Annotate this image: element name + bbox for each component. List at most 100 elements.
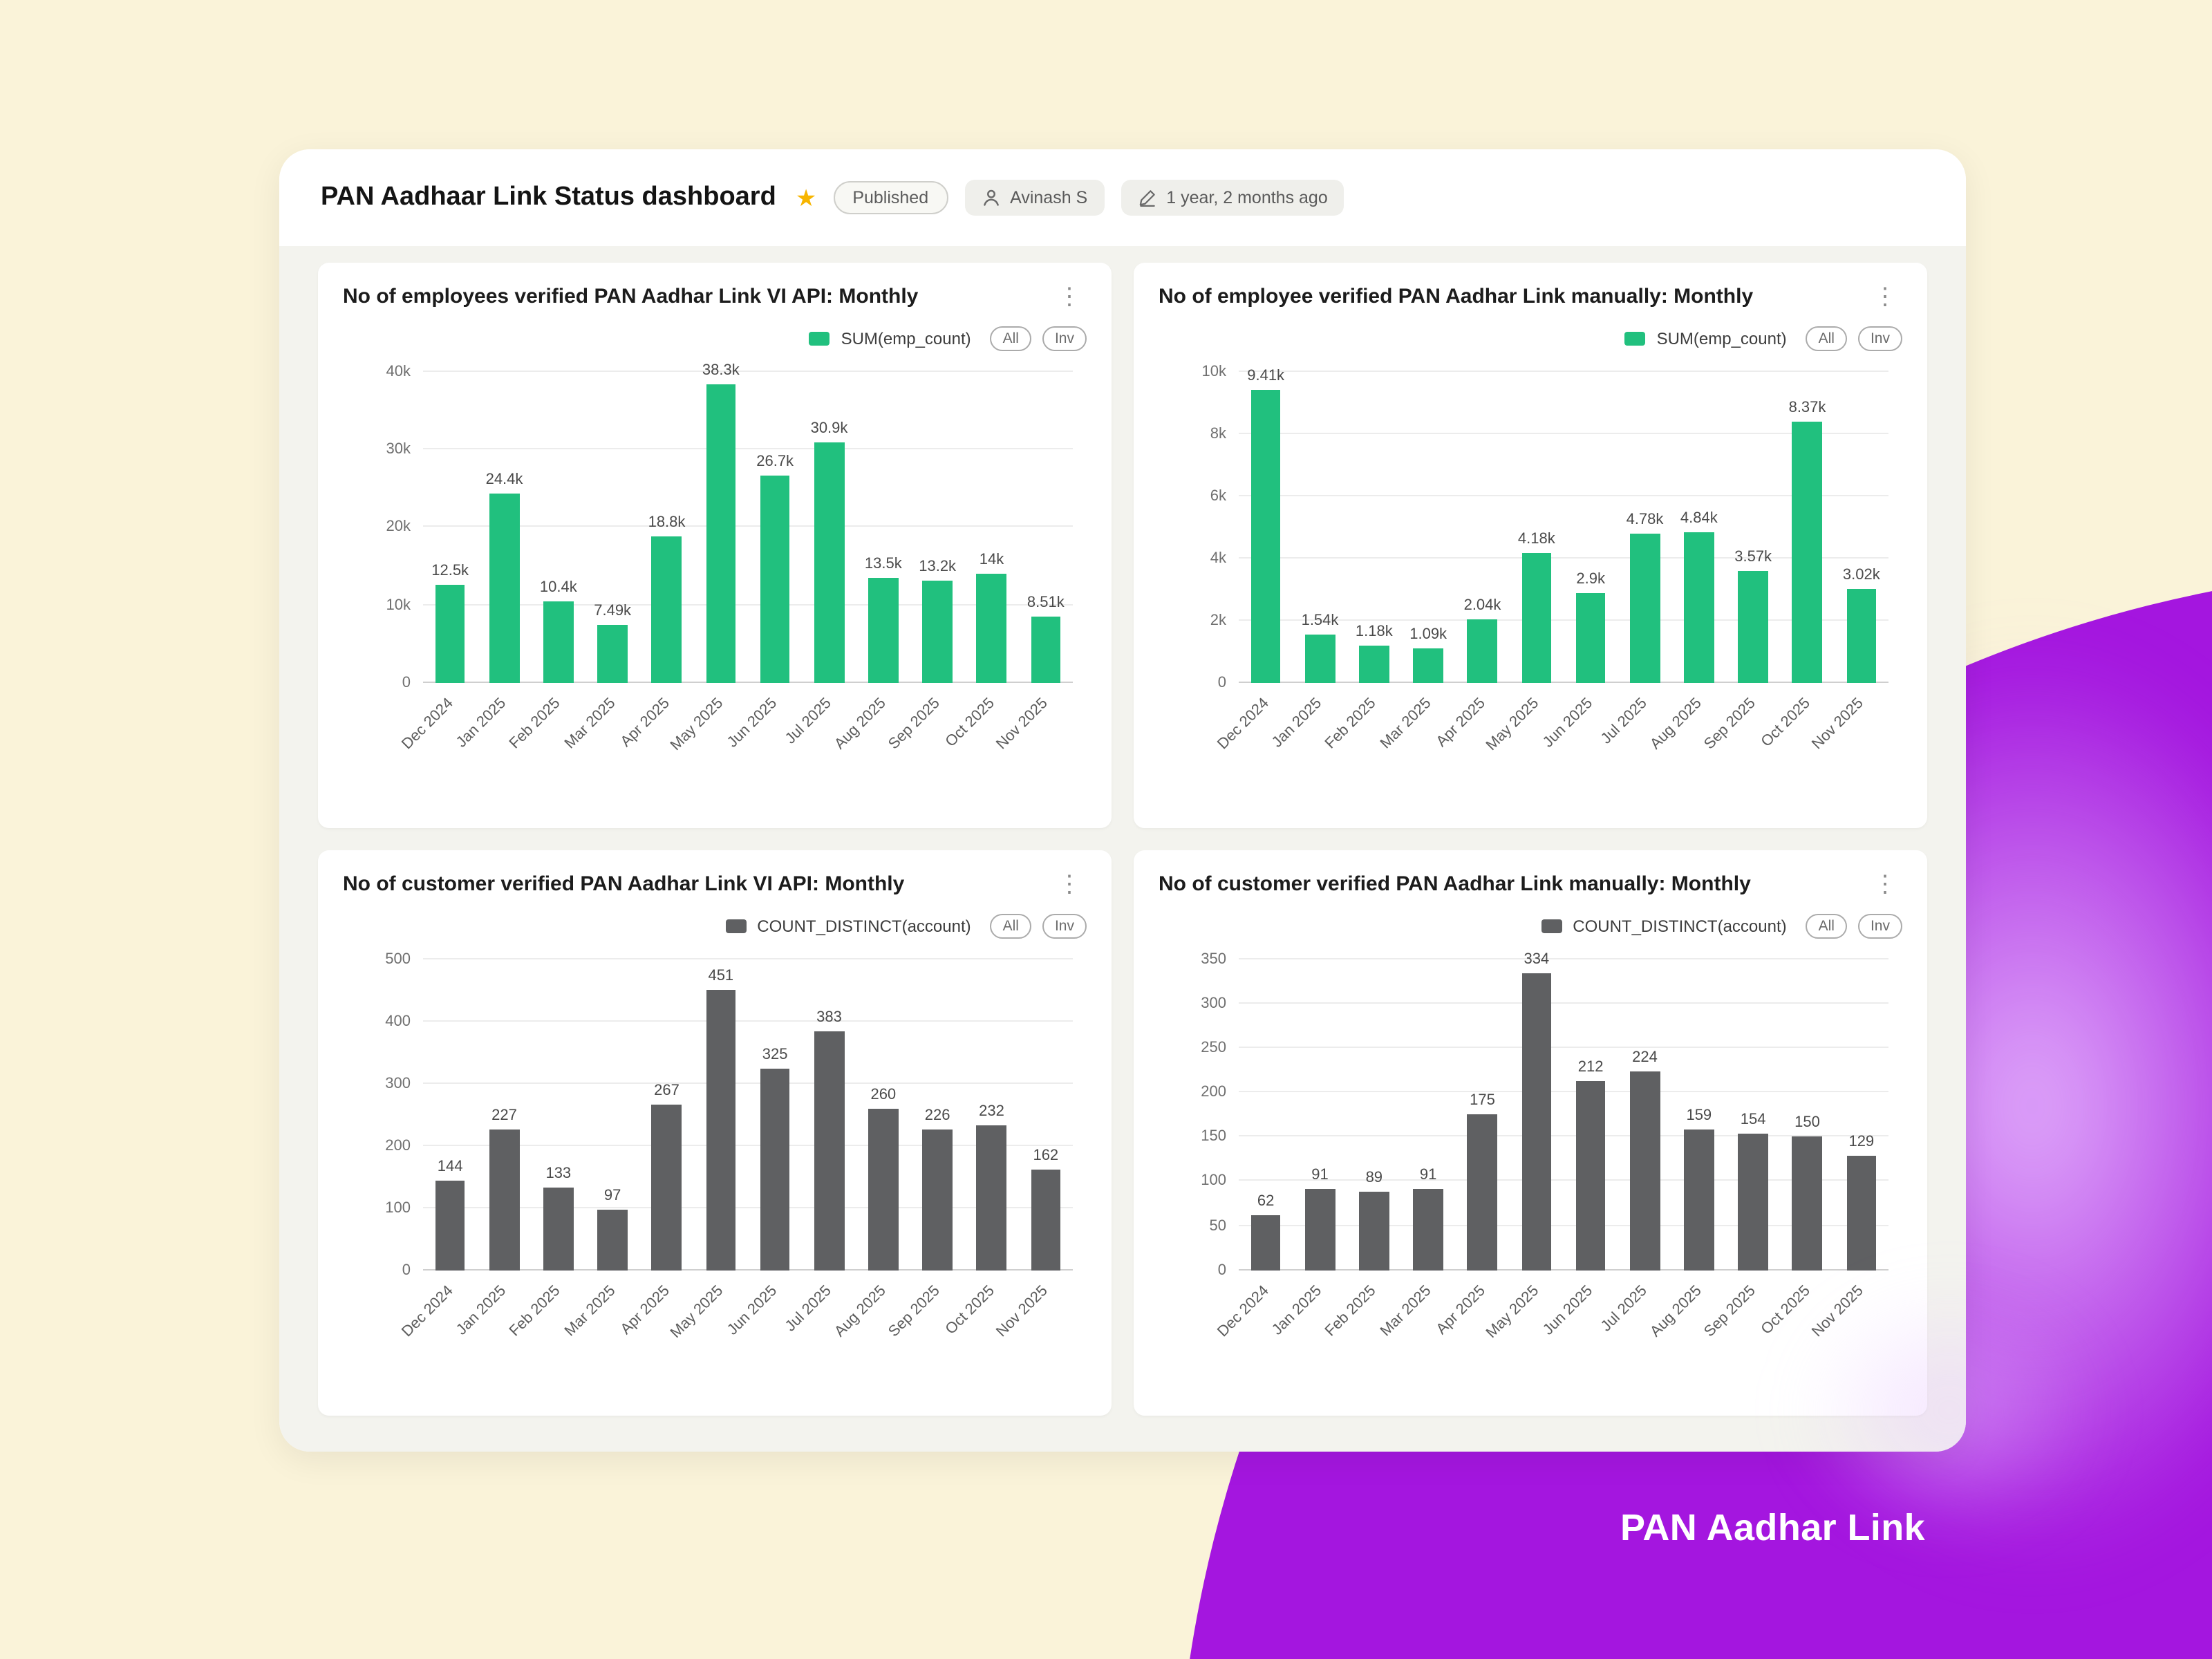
bar[interactable]: [1684, 532, 1714, 683]
legend-inv-pill[interactable]: Inv: [1042, 326, 1087, 351]
kebab-menu-icon[interactable]: ⋮: [1873, 283, 1897, 310]
chart-title: No of employees verified PAN Aadhar Link…: [343, 285, 919, 308]
x-tick-label: Jun 2025: [1540, 695, 1597, 751]
gridline: [1239, 432, 1888, 434]
bar[interactable]: [1738, 1133, 1768, 1271]
favorite-star-icon[interactable]: ★: [795, 185, 817, 211]
legend-inv-pill[interactable]: Inv: [1042, 913, 1087, 939]
legend-all-pill[interactable]: All: [1806, 326, 1847, 351]
bar[interactable]: [543, 601, 574, 683]
bar[interactable]: [1792, 1136, 1822, 1271]
y-tick-label: 400: [385, 1013, 411, 1030]
bar[interactable]: [1031, 616, 1061, 683]
x-tick-label: Jan 2025: [1269, 1282, 1326, 1339]
kebab-menu-icon[interactable]: ⋮: [1058, 871, 1081, 897]
bar-value-label: 8.51k: [1027, 594, 1065, 611]
bar[interactable]: [1792, 422, 1822, 683]
bar[interactable]: [1629, 534, 1660, 683]
bar[interactable]: [651, 1104, 682, 1271]
bar[interactable]: [1846, 1155, 1877, 1271]
author-name: Avinash S: [1010, 188, 1088, 207]
bar[interactable]: [1413, 1189, 1443, 1271]
bar[interactable]: [868, 577, 899, 683]
bar[interactable]: [1521, 973, 1552, 1271]
bar[interactable]: [1359, 646, 1389, 683]
bar[interactable]: [760, 475, 790, 683]
bar[interactable]: [1467, 619, 1497, 683]
bar[interactable]: [706, 384, 736, 683]
bar-value-label: 30.9k: [810, 420, 848, 437]
gridline: [423, 1268, 1073, 1271]
bar-value-label: 38.3k: [702, 362, 740, 379]
bar[interactable]: [651, 536, 682, 683]
bar[interactable]: [1684, 1129, 1714, 1271]
bar[interactable]: [1031, 1169, 1061, 1271]
bar[interactable]: [1413, 648, 1443, 683]
legend-swatch: [809, 331, 830, 346]
bar[interactable]: [868, 1108, 899, 1271]
bar[interactable]: [760, 1068, 790, 1271]
bar-value-label: 62: [1257, 1192, 1275, 1210]
legend-all-pill[interactable]: All: [1806, 913, 1847, 939]
bar[interactable]: [814, 1031, 844, 1271]
legend-swatch: [725, 919, 747, 933]
chart-panel-employees-manual: No of employee verified PAN Aadhar Link …: [1134, 263, 1927, 828]
x-tick-label: Sep 2025: [1701, 1282, 1759, 1340]
published-badge[interactable]: Published: [833, 181, 948, 214]
bar[interactable]: [1250, 390, 1281, 683]
x-tick-label: Jun 2025: [1540, 1282, 1597, 1339]
gridline: [1239, 1135, 1888, 1137]
bar[interactable]: [1304, 1189, 1335, 1271]
bar[interactable]: [435, 585, 465, 683]
bar[interactable]: [1846, 588, 1877, 683]
x-tick-label: Jul 2025: [782, 1282, 835, 1335]
kebab-menu-icon[interactable]: ⋮: [1058, 283, 1081, 310]
bar[interactable]: [489, 1129, 519, 1271]
bar[interactable]: [1250, 1215, 1281, 1271]
legend-all-pill[interactable]: All: [990, 913, 1031, 939]
gridline: [1239, 1179, 1888, 1181]
bar[interactable]: [922, 1130, 953, 1271]
bar[interactable]: [1738, 571, 1768, 683]
legend-all-pill[interactable]: All: [990, 326, 1031, 351]
bar[interactable]: [435, 1180, 465, 1271]
legend-inv-pill[interactable]: Inv: [1857, 326, 1902, 351]
bar[interactable]: [1521, 552, 1552, 683]
gridline: [1239, 957, 1888, 959]
bar[interactable]: [1467, 1114, 1497, 1271]
bar[interactable]: [1304, 635, 1335, 683]
x-tick-label: Oct 2025: [941, 695, 997, 751]
bar[interactable]: [597, 1210, 628, 1271]
x-tick-label: Mar 2025: [561, 695, 619, 752]
bar[interactable]: [1629, 1071, 1660, 1271]
bar-value-label: 1.09k: [1409, 626, 1447, 644]
kebab-menu-icon[interactable]: ⋮: [1873, 871, 1897, 897]
bar-value-label: 212: [1577, 1059, 1604, 1076]
bar[interactable]: [489, 493, 519, 683]
gridline: [1239, 1268, 1888, 1271]
x-tick-label: Jul 2025: [1598, 1282, 1651, 1335]
bar[interactable]: [922, 580, 953, 683]
plot-area: 0 2k 4k 6k 8k 10k 9.41k 1.54k 1.18k 1.09k 2.04k 4.1…: [1202, 364, 1888, 691]
bar-value-label: 334: [1524, 951, 1550, 968]
chart-panel-customers-manual: No of customer verified PAN Aadhar Link …: [1134, 850, 1927, 1416]
bar[interactable]: [976, 1125, 1006, 1271]
x-axis-labels: Dec 2024 Jan 2025 Feb 2025 Mar 2025 Apr 2025…: [398, 1271, 1073, 1362]
bar[interactable]: [814, 442, 844, 683]
bar[interactable]: [976, 574, 1006, 683]
bar[interactable]: [1359, 1191, 1389, 1271]
bar-value-label: 97: [603, 1188, 621, 1205]
bar[interactable]: [1575, 592, 1606, 683]
bar[interactable]: [706, 989, 736, 1271]
bar[interactable]: [543, 1187, 574, 1271]
bar-value-label: 159: [1686, 1107, 1712, 1124]
legend-inv-pill[interactable]: Inv: [1857, 913, 1902, 939]
last-modified-text: 1 year, 2 months ago: [1166, 188, 1328, 207]
bar-value-label: 226: [924, 1107, 950, 1125]
bar-value-label: 3.02k: [1842, 566, 1880, 583]
legend-swatch: [1541, 919, 1562, 933]
bar-value-label: 26.7k: [756, 453, 794, 470]
bar[interactable]: [597, 624, 628, 683]
bar[interactable]: [1575, 1081, 1606, 1271]
overlay-title: PAN Aadhar Link: [1620, 1507, 1926, 1548]
